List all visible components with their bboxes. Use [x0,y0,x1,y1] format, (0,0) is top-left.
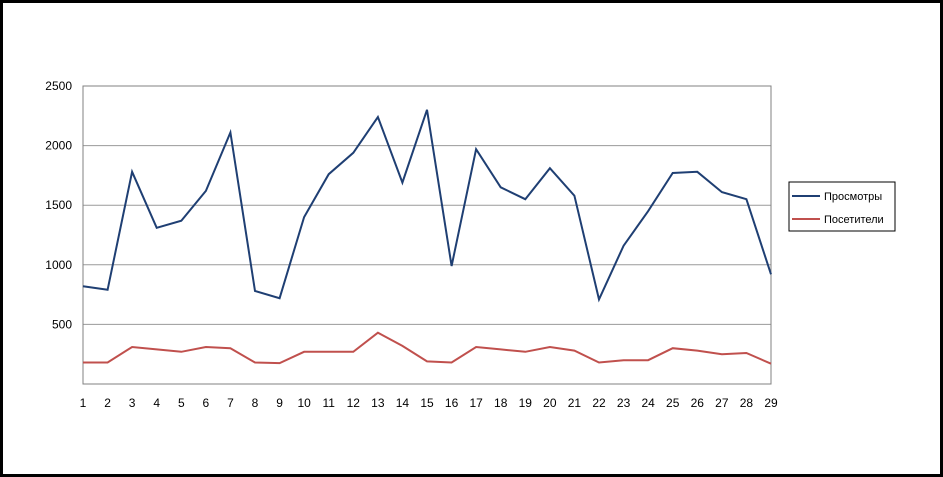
x-tick-label: 14 [396,396,410,410]
x-tick-label: 6 [203,396,210,410]
x-tick-label: 17 [469,396,483,410]
x-tick-label: 16 [445,396,459,410]
x-tick-label: 27 [715,396,729,410]
legend-label: Просмотры [824,191,882,203]
x-tick-label: 26 [691,396,705,410]
x-tick-label: 2 [104,396,111,410]
y-tick-label: 1500 [45,198,72,212]
x-tick-label: 21 [568,396,582,410]
x-tick-label: 28 [740,396,754,410]
x-tick-label: 1 [80,396,87,410]
x-tick-label: 15 [420,396,434,410]
y-tick-label: 2000 [45,139,72,153]
x-tick-label: 4 [153,396,160,410]
x-tick-label: 18 [494,396,508,410]
series-views-line [82,109,772,303]
x-tick-label: 7 [227,396,234,410]
x-tick-label: 20 [543,396,557,410]
x-tick-label: 5 [178,396,185,410]
x-tick-label: 29 [764,396,778,410]
series-visitors-line [83,331,772,365]
x-tick-label: 22 [592,396,606,410]
x-tick-label: 10 [297,396,311,410]
x-tick-label: 8 [252,396,259,410]
y-tick-label: 1000 [45,258,72,272]
x-tick-label: 11 [322,396,335,410]
x-tick-label: 19 [519,396,533,410]
legend [788,181,896,232]
x-tick-label: 23 [617,396,631,410]
legend-label: Посетители [824,214,884,226]
y-tick-label: 2500 [45,79,72,93]
x-tick-label: 9 [276,396,283,410]
x-tick-label: 24 [641,396,655,410]
y-tick-label: 500 [52,317,72,331]
x-tick-label: 12 [347,396,361,410]
plot-area [82,85,772,385]
x-tick-label: 13 [371,396,385,410]
x-tick-label: 3 [129,396,136,410]
x-tick-label: 25 [666,396,680,410]
